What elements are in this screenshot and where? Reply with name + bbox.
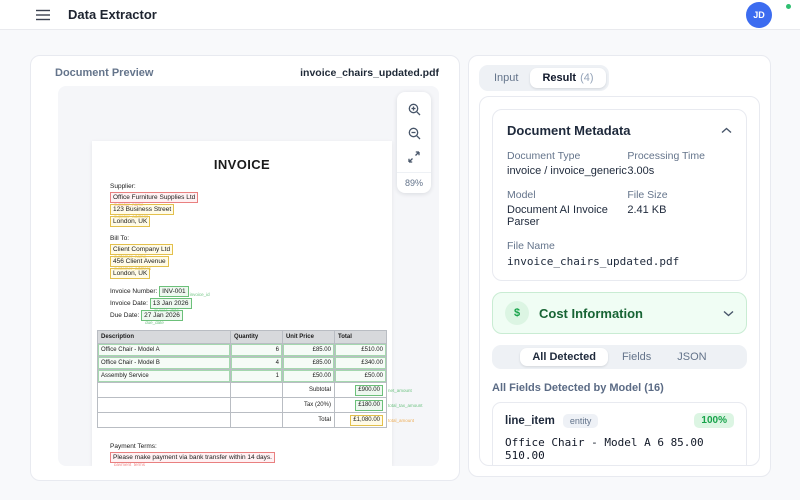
due-date-highlight: 27 Jan 2026 due_date [141,310,183,325]
chevron-down-icon[interactable] [723,310,734,317]
invoice-date-highlight: 13 Jan 2026 invoice_date [149,298,192,313]
table-row: Office Chair - Model A 6 £85.00 £510.00 [97,343,388,357]
entity-badge: entity [562,413,599,428]
tab-result[interactable]: Result (4) [530,68,606,88]
annotation-total-amount: total_amount [388,418,415,423]
hamburger-menu-icon[interactable] [32,5,54,25]
invoice-page: INVOICE Supplier: Office Furniture Suppl… [92,141,423,466]
table-header-row: Description Quantity Unit Price Total [97,330,388,344]
invoice-number-highlight: INV-001 invoice_id [159,286,210,297]
total-row: Total £1,080.00 total_amount [97,412,414,428]
field-card-line-item-1[interactable]: line_item entity 100% Office Chair - Mod… [492,402,747,465]
supplier-block: Supplier: Office Furniture Supplies Ltd s… [110,182,374,227]
annotation-total-tax-amount: total_tax_amount [388,403,423,408]
status-indicator-dot [786,4,791,9]
fullscreen-icon[interactable] [402,145,426,169]
cost-information-title: Cost Information [539,305,643,321]
tab-json[interactable]: JSON [665,348,718,366]
supplier-name-highlight: Office Furniture Supplies Ltd supplier_na… [110,192,199,207]
confidence-badge: 100% [694,413,734,428]
document-metadata-header[interactable]: Document Metadata [507,123,732,138]
metadata-field: Processing Time 3.00s [627,150,705,177]
tax-row: Tax (20%) £180.00 total_tax_amount [97,397,423,413]
result-count: (4) [580,72,594,84]
customer-address-highlight: 456 Client Avenue customer_address [110,256,169,271]
subtotal-highlight: £900.00 [355,384,383,396]
panel-title: Document Preview [55,67,154,79]
tab-fields[interactable]: Fields [610,348,663,366]
zoom-out-icon[interactable] [402,121,426,145]
supplier-label: Supplier: [110,183,136,190]
zoom-in-icon[interactable] [402,97,426,121]
metadata-file-name: File Name invoice_chairs_updated.pdf [507,240,680,268]
chevron-up-icon[interactable] [721,127,732,134]
app-title: Data Extractor [68,7,157,22]
invoice-meta-block: Invoice Number: INV-001 invoice_id Invoic… [110,286,210,325]
total-highlight: £1,080.00 [350,414,383,426]
document-preview-panel: Document Preview invoice_chairs_updated.… [30,55,460,481]
fields-detected-header: All Fields Detected by Model (16) [492,382,664,394]
avatar[interactable]: JD [746,2,772,28]
field-value: Office Chair - Model A 6 85.00 510.00 [505,436,704,462]
customer-city-highlight: London, UK [110,268,151,279]
annotation-payment-terms: payment_terms [114,462,146,466]
annotation-invoice-id: invoice_id [189,292,210,297]
metadata-field: File Size 2.41 KB [627,189,668,216]
document-metadata-title: Document Metadata [507,123,631,138]
field-name: line_item [505,414,555,427]
annotation-net-amount: net_amount [388,388,412,393]
bill-to-block: Bill To: Client Company Ltd customer_name… [110,234,374,279]
tax-highlight: £180.00 [355,399,383,411]
tab-all-detected[interactable]: All Detected [520,348,608,366]
zoom-level: 89% [397,172,431,188]
cost-information-card[interactable]: $ Cost Information [492,292,747,334]
metadata-field: Model Document AI Invoice Parser [507,189,608,228]
results-body: Document Metadata Document Type invoice … [479,96,760,466]
results-panel: Input Result (4) Document Metadata Docume… [468,55,771,477]
dollar-icon: $ [505,301,529,325]
payment-terms-block: Payment Terms: Please make payment via b… [110,442,374,466]
app-header: Data Extractor JD [0,0,800,30]
payment-terms-highlight: Please make payment via bank transfer wi… [110,452,275,466]
metadata-field: Document Type invoice / invoice_generic [507,150,627,177]
table-row: Assembly Service 1 £50.00 £50.00 [97,369,388,383]
table-row: Office Chair - Model B 4 £85.00 £340.00 [97,356,388,370]
bill-to-label: Bill To: [110,235,130,242]
customer-name-highlight: Client Company Ltd customer_name [110,244,174,259]
subtotal-row: Subtotal £900.00 net_amount [97,382,412,398]
payment-terms-label: Payment Terms: [110,443,157,450]
document-metadata-card: Document Metadata Document Type invoice … [492,109,747,281]
zoom-controls: 89% [397,92,431,193]
invoice-line-items-table: Description Quantity Unit Price Total Of… [97,330,423,428]
tab-input[interactable]: Input [482,68,530,88]
view-mode-tabs: All Detected Fields JSON [492,345,747,369]
supplier-address-highlight: 123 Business Street supplier_address [110,204,175,219]
preview-area: 89% INVOICE Supplier: Office Furniture S… [58,86,439,466]
invoice-title: INVOICE [213,157,271,172]
input-result-tabs: Input Result (4) [479,65,609,91]
supplier-city-highlight: London, UK [110,216,151,227]
preview-file-name: invoice_chairs_updated.pdf [300,67,439,79]
annotation-due-date: due_date [145,320,164,325]
